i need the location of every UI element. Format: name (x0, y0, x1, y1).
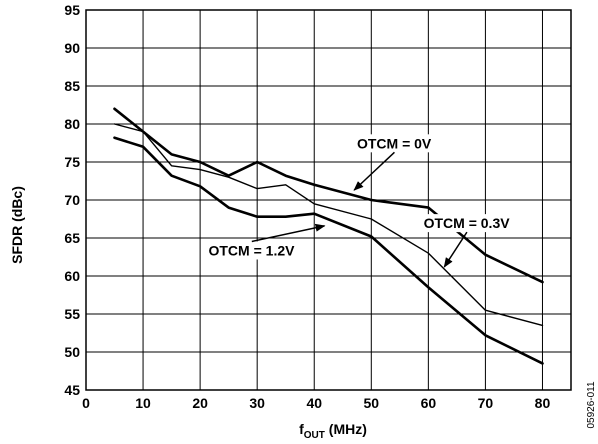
y-tick-label: 85 (64, 78, 80, 94)
y-tick-label: 55 (64, 306, 80, 322)
y-axis-title: SFDR (dBc) (9, 186, 25, 264)
plot-frame (85, 9, 572, 391)
y-tick-label: 50 (64, 344, 80, 360)
x-axis-title-unit: (MHz) (325, 421, 367, 437)
series-line-otcm-0-3v (113, 123, 544, 327)
y-tick-label: 65 (64, 230, 80, 246)
annotation-label: OTCM = 0.3V (424, 215, 511, 231)
annotation-label: OTCM = 0V (357, 135, 432, 151)
series-line-otcm-1-2v (113, 136, 544, 365)
grid (85, 9, 571, 391)
x-axis-title: fOUT (MHz) (299, 421, 367, 441)
x-tick-label: 0 (82, 395, 90, 411)
series-line-otcm-0v (113, 107, 544, 284)
annotation-arrow (353, 151, 395, 191)
annotation-label-bg (420, 214, 514, 233)
annotation-arrow (251, 223, 326, 243)
y-tick-label: 80 (64, 116, 80, 132)
y-tick-label: 75 (64, 154, 80, 170)
annotation-label-bg (353, 134, 435, 153)
x-tick-label: 20 (192, 395, 208, 411)
x-tick-label: 40 (306, 395, 322, 411)
y-tick-label: 60 (64, 268, 80, 284)
tick-labels: 0 10 20 30 40 50 60 70 80 45 50 55 60 65 70 75 80 85 90 95 (64, 2, 550, 411)
x-tick-label: 30 (249, 395, 265, 411)
x-axis-title-main: f (299, 421, 304, 437)
y-tick-label: 70 (64, 192, 80, 208)
figure-id: 05926-011 (586, 381, 597, 429)
x-tick-label: 60 (421, 395, 437, 411)
annotation-otcm-0-3v: OTCM = 0.3V (420, 214, 514, 268)
x-tick-label: 70 (478, 395, 494, 411)
y-tick-label: 95 (64, 2, 80, 18)
annotations: OTCM = 0V OTCM = 0.3V OTCM = 1.2V (205, 134, 514, 268)
annotation-arrow (443, 231, 468, 268)
annotation-label: OTCM = 1.2V (208, 242, 295, 258)
annotation-otcm-1-2v: OTCM = 1.2V (205, 223, 326, 260)
annotation-label-bg (205, 241, 299, 260)
annotation-otcm-0v: OTCM = 0V (353, 134, 435, 191)
series-lines (113, 107, 544, 365)
y-tick-label: 45 (64, 382, 80, 398)
x-axis-title-sub: OUT (304, 430, 325, 441)
y-tick-label: 90 (64, 40, 80, 56)
x-tick-label: 10 (135, 395, 151, 411)
x-tick-label: 80 (535, 395, 551, 411)
x-tick-label: 50 (364, 395, 380, 411)
